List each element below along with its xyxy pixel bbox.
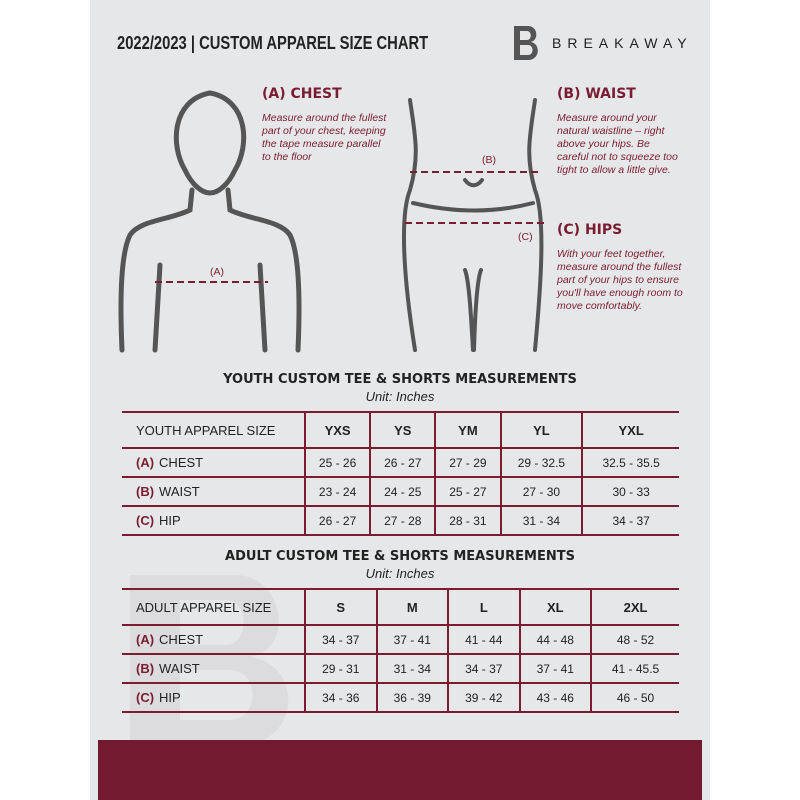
measure-name: WAIST (159, 661, 200, 676)
size-column-header: L (447, 588, 520, 626)
size-column-header: M (375, 588, 449, 626)
chest-marker: (A) (210, 266, 224, 278)
measure-key: (B) (136, 484, 155, 499)
table-cell: 34 - 36 (304, 682, 377, 713)
measure-name: CHEST (159, 632, 204, 647)
measure-label: (A) CHEST (122, 624, 305, 655)
page-title: 2022/2023 | CUSTOM APPAREL SIZE CHART (117, 33, 429, 53)
table-header-row: YOUTH APPAREL SIZE YXS YS YM YL YXL (122, 411, 679, 449)
youth-unit: Unit: Inches (365, 389, 435, 404)
upper-body-illustration (118, 90, 302, 353)
measure-name: HIP (159, 513, 181, 528)
table-cell: 34 - 37 (581, 505, 679, 536)
table-cell: 44 - 48 (518, 624, 592, 655)
adult-unit: Unit: Inches (365, 566, 435, 581)
table-cell: 34 - 37 (304, 624, 377, 655)
measure-name: CHEST (159, 455, 204, 470)
table-cell: 43 - 46 (518, 682, 592, 713)
measure-label: (B) WAIST (122, 653, 305, 684)
waist-marker: (B) (482, 154, 496, 166)
table-cell: 36 - 39 (375, 682, 449, 713)
size-column-header: YM (434, 411, 501, 449)
table-cell: 34 - 37 (447, 653, 520, 684)
size-column-header: YL (499, 411, 583, 449)
table-row: (B) WAIST 29 - 31 31 - 34 34 - 37 37 - 41 41 -… (122, 653, 679, 684)
adult-table-title: ADULT CUSTOM TEE & SHORTS MEASUREMENTS (225, 549, 575, 564)
table-cell: 37 - 41 (375, 624, 449, 655)
table-cell: 23 - 24 (303, 476, 371, 507)
table-cell: 27 - 28 (369, 505, 436, 536)
table-cell: 31 - 34 (499, 505, 583, 536)
logo-mark (514, 26, 538, 60)
hips-description: With your feet together, measure around … (557, 248, 683, 312)
table-header-row: ADULT APPAREL SIZE S M L XL 2XL (122, 588, 679, 626)
table-row: (C) HIP 26 - 27 27 - 28 28 - 31 31 - 34 34 - 3… (122, 505, 679, 536)
table-cell: 25 - 26 (303, 447, 371, 478)
measure-label: (A) CHEST (122, 447, 305, 478)
table-cell: 41 - 45.5 (590, 653, 679, 684)
measure-key: (C) (136, 513, 155, 528)
size-header: ADULT APPAREL SIZE (122, 588, 305, 626)
brand-logo: BREAKAWAY (512, 26, 693, 60)
measure-name: HIP (159, 690, 181, 705)
hips-heading: (C) HIPS (557, 222, 623, 238)
measure-key: (B) (136, 661, 155, 676)
table-cell: 32.5 - 35.5 (581, 447, 679, 478)
size-column-header: S (304, 588, 377, 626)
measure-key: (A) (136, 455, 155, 470)
table-row: (C) HIP 34 - 36 36 - 39 39 - 42 43 - 46 46 - 5… (122, 682, 679, 713)
table-cell: 30 - 33 (581, 476, 679, 507)
measure-label: (C) HIP (122, 505, 305, 536)
waist-heading: (B) WAIST (557, 86, 636, 102)
table-cell: 48 - 52 (590, 624, 679, 655)
hips-marker: (C) (518, 231, 533, 243)
table-cell: 26 - 27 (369, 447, 436, 478)
measure-label: (B) WAIST (122, 476, 305, 507)
table-cell: 39 - 42 (447, 682, 520, 713)
youth-table-title: YOUTH CUSTOM TEE & SHORTS MEASUREMENTS (223, 372, 577, 387)
measure-label: (C) HIP (122, 682, 305, 713)
table-cell: 28 - 31 (434, 505, 501, 536)
table-cell: 27 - 29 (434, 447, 501, 478)
size-column-header: 2XL (590, 588, 679, 626)
table-cell: 24 - 25 (369, 476, 436, 507)
measure-key: (A) (136, 632, 155, 647)
youth-size-table: YOUTH APPAREL SIZE YXS YS YM YL YXL (A) CHEST 25… (122, 411, 679, 536)
size-header: YOUTH APPAREL SIZE (122, 411, 305, 449)
lower-body-illustration (402, 98, 545, 352)
size-column-header: XL (518, 588, 592, 626)
table-cell: 37 - 41 (518, 653, 592, 684)
brand-name: BREAKAWAY (552, 35, 693, 51)
size-chart-sheet: 2022/2023 | CUSTOM APPAREL SIZE CHART BR… (90, 0, 710, 800)
measure-key: (C) (136, 690, 155, 705)
table-cell: 27 - 30 (499, 476, 583, 507)
size-column-header: YXS (303, 411, 371, 449)
size-column-header: YS (369, 411, 436, 449)
table-row: (A) CHEST 34 - 37 37 - 41 41 - 44 44 - 48 48 -… (122, 624, 679, 655)
size-column-header: YXL (581, 411, 679, 449)
table-cell: 46 - 50 (590, 682, 679, 713)
table-row: (A) CHEST 25 - 26 26 - 27 27 - 29 29 - 32.5 32… (122, 447, 679, 478)
chest-description: Measure around the fullest part of your … (262, 112, 387, 163)
table-row: (B) WAIST 23 - 24 24 - 25 25 - 27 27 - 30 30 -… (122, 476, 679, 507)
waist-description: Measure around your natural waistline – … (557, 112, 678, 176)
chest-heading: (A) CHEST (262, 86, 342, 102)
table-cell: 31 - 34 (375, 653, 449, 684)
table-cell: 25 - 27 (434, 476, 501, 507)
table-cell: 41 - 44 (447, 624, 520, 655)
measure-name: WAIST (159, 484, 200, 499)
adult-size-table: ADULT APPAREL SIZE S M L XL 2XL (A) CHEST 34 - 3… (122, 588, 679, 713)
table-cell: 26 - 27 (303, 505, 371, 536)
table-cell: 29 - 31 (304, 653, 377, 684)
footer-band (98, 740, 702, 800)
table-cell: 29 - 32.5 (499, 447, 583, 478)
